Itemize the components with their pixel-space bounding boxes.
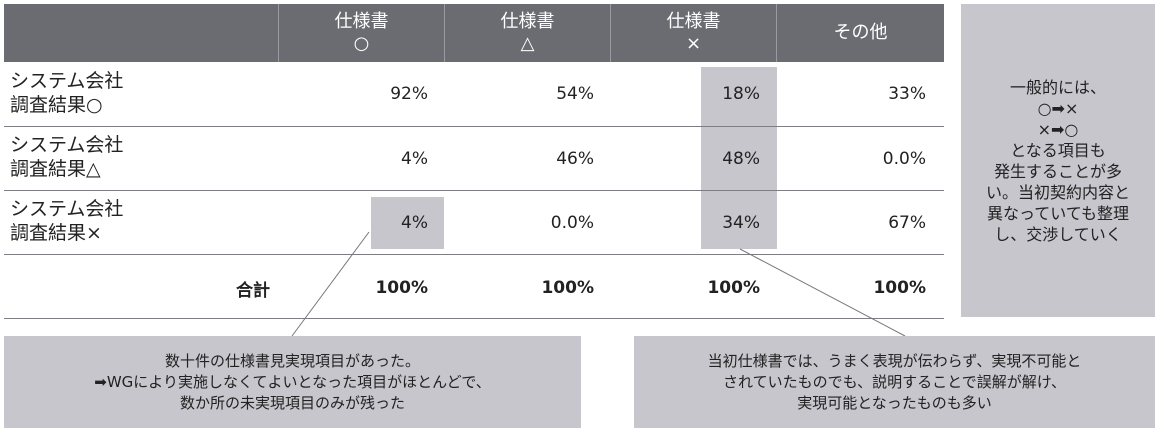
cell-value: 4% <box>401 149 428 169</box>
cell-value: 0.0% <box>882 149 926 169</box>
header-col-spec-x: 仕様書 × <box>610 4 776 62</box>
highlight-spec-x-column <box>701 67 777 249</box>
total-label: 合計 <box>236 281 270 301</box>
cell-value: 67% <box>888 213 926 233</box>
row-label: システム会社 調査結果○ <box>10 70 124 116</box>
header-col-spec-o: 仕様書 ○ <box>278 4 444 62</box>
total-value: 100% <box>375 278 428 298</box>
cell-value: 46% <box>556 149 594 169</box>
table-header: 仕様書 ○ 仕様書 △ 仕様書 × その他 <box>4 4 944 62</box>
side-note-box: 一般的には、 ○➡× ×➡○ となる項目も 発生することが多 い。当初契約内容と… <box>961 4 1155 317</box>
cell-value: 92% <box>390 84 428 104</box>
table-row <box>4 62 944 127</box>
note-box-right: 当初仕様書では、うまく表現が伝わらず、実現不可能と されていたものでも、説明する… <box>634 336 1155 428</box>
row-label: システム会社 調査結果△ <box>10 134 124 180</box>
highlight-cell-spec-o-result-x <box>371 197 444 249</box>
total-value: 100% <box>541 278 594 298</box>
header-col-spec-triangle: 仕様書 △ <box>444 4 610 62</box>
cell-value: 34% <box>722 213 760 233</box>
note-box-left: 数十件の仕様書見実現項目があった。 ➡WGにより実施しなくてよいとなった項目がほ… <box>4 336 581 428</box>
cell-value: 54% <box>556 84 594 104</box>
header-corner <box>4 4 278 62</box>
total-value: 100% <box>707 278 760 298</box>
total-row <box>4 255 944 319</box>
table-row <box>4 191 944 255</box>
header-col-other: その他 <box>776 4 944 62</box>
table-row <box>4 127 944 191</box>
cell-value: 18% <box>722 84 760 104</box>
cell-value: 33% <box>888 84 926 104</box>
cell-value: 48% <box>722 149 760 169</box>
cell-value: 0.0% <box>550 213 594 233</box>
cell-value: 4% <box>401 213 428 233</box>
row-label: システム会社 調査結果× <box>10 198 124 244</box>
total-value: 100% <box>873 278 926 298</box>
